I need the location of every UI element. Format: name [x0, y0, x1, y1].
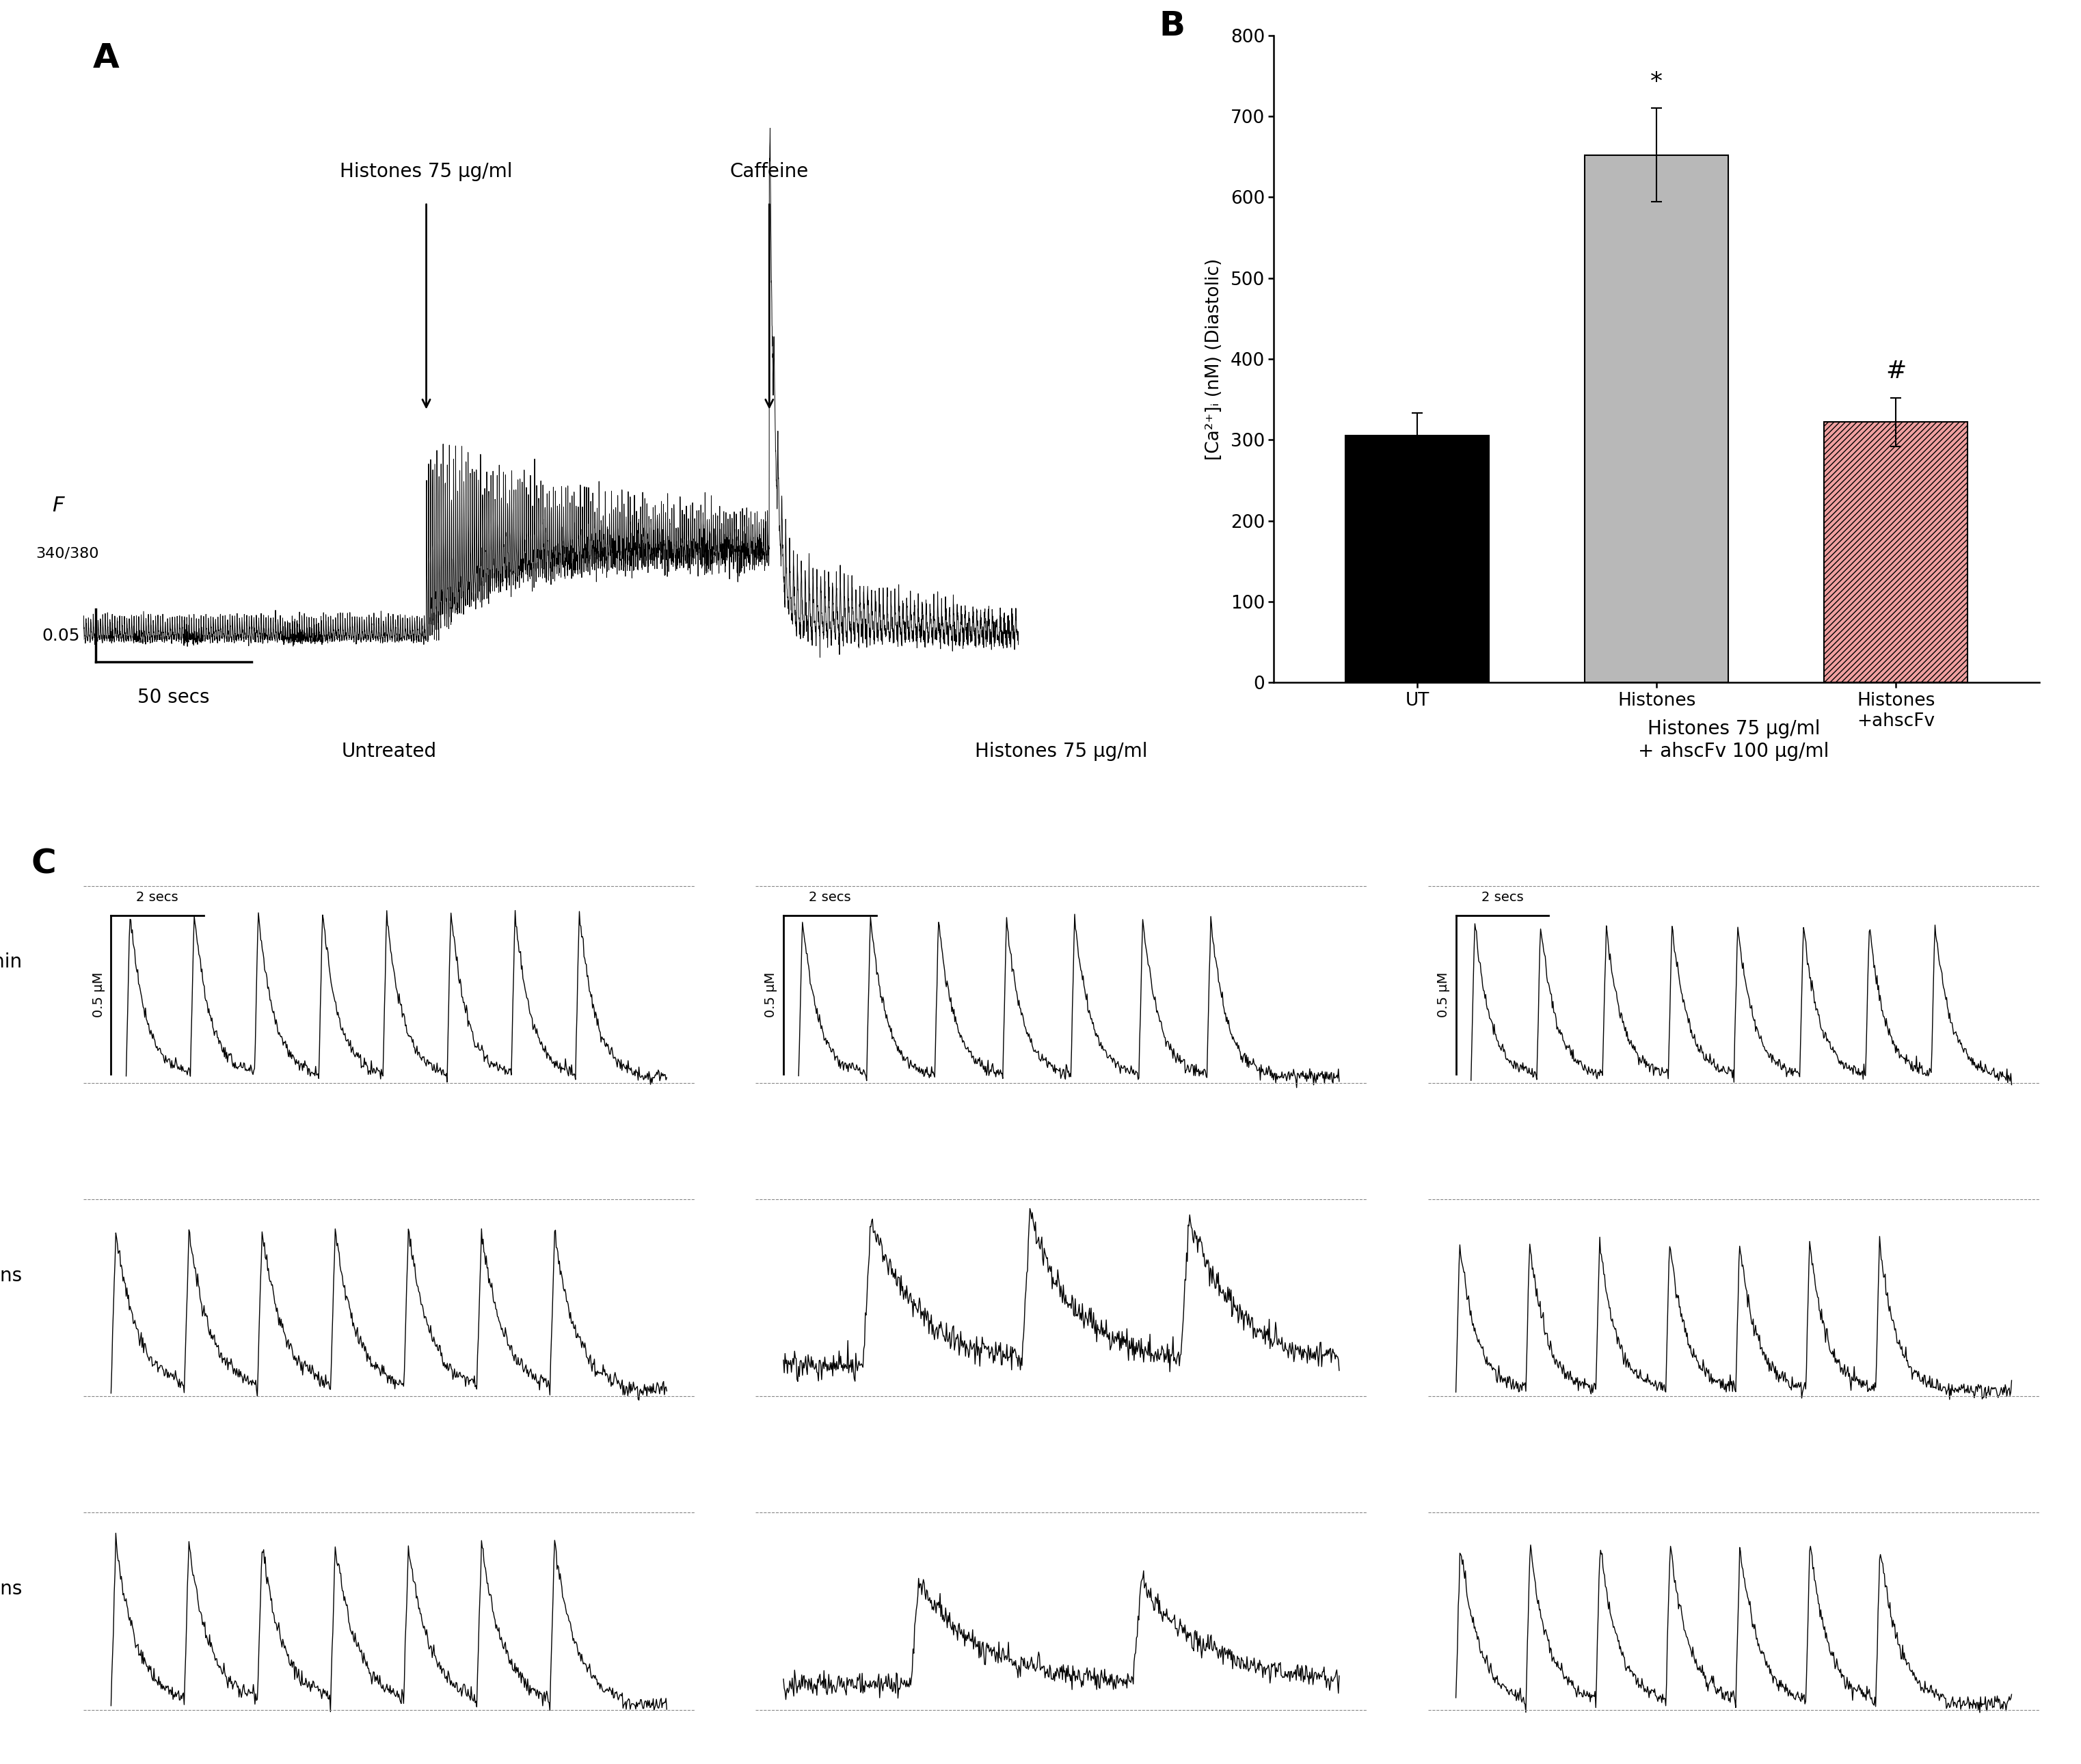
Text: 2 secs: 2 secs: [810, 891, 851, 905]
Text: 50 secs: 50 secs: [137, 688, 210, 707]
Text: 0 min: 0 min: [0, 953, 23, 972]
Text: 0.05: 0.05: [42, 628, 81, 644]
Text: 0.5 μM: 0.5 μM: [764, 972, 778, 1018]
Text: 0.5 μM: 0.5 μM: [1438, 972, 1450, 1018]
Text: 0.5 μM: 0.5 μM: [92, 972, 104, 1018]
Y-axis label: [Ca²⁺]ᵢ (nM) (Diastolic): [Ca²⁺]ᵢ (nM) (Diastolic): [1205, 258, 1224, 460]
Text: C: C: [31, 847, 56, 880]
Text: F: F: [52, 496, 65, 515]
Text: Histones 75 μg/ml: Histones 75 μg/ml: [339, 162, 512, 182]
Text: #: #: [1885, 360, 1906, 383]
Text: Histones 75 μg/ml: Histones 75 μg/ml: [976, 743, 1147, 760]
Text: *: *: [1650, 71, 1663, 93]
Text: B: B: [1159, 9, 1186, 42]
Text: Caffeine: Caffeine: [730, 162, 810, 182]
Bar: [1586, 155, 1729, 683]
Bar: [1825, 422, 1969, 683]
Text: 30 mins: 30 mins: [0, 1579, 23, 1598]
Text: 2 secs: 2 secs: [137, 891, 179, 905]
Bar: [1346, 436, 1490, 683]
Text: Histones 75 μg/ml
+ ahscFv 100 μg/ml: Histones 75 μg/ml + ahscFv 100 μg/ml: [1638, 720, 1829, 760]
Text: 2 secs: 2 secs: [1482, 891, 1523, 905]
Text: 15 mins: 15 mins: [0, 1267, 23, 1286]
Text: Untreated: Untreated: [341, 743, 437, 760]
Text: 340/380: 340/380: [35, 547, 100, 561]
Text: A: A: [92, 42, 119, 74]
